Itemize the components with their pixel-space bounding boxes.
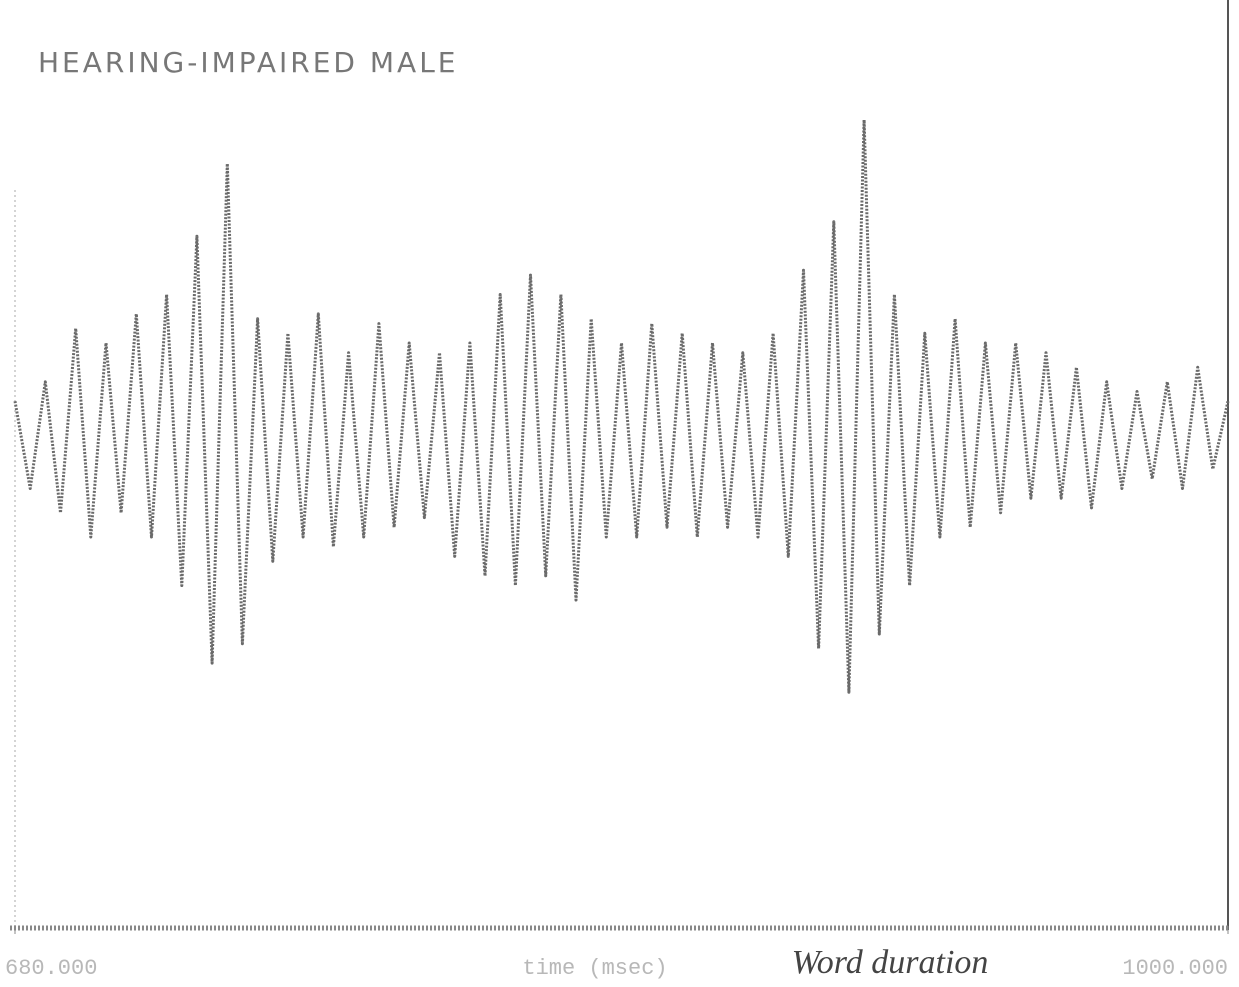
chart: HEARING-IMPAIRED MALE time (msec) Word d… <box>0 0 1239 987</box>
annotation: Word duration <box>792 944 989 981</box>
x-tick-label: 1000.000 <box>1122 956 1228 981</box>
x-axis-label: time (msec) <box>522 956 667 981</box>
page: {"chart_data": { "type": "line", "title"… <box>0 0 1239 987</box>
chart-title: HEARING-IMPAIRED MALE <box>38 46 459 79</box>
waveform <box>15 120 1228 692</box>
x-tick-label: 680.000 <box>5 956 97 981</box>
